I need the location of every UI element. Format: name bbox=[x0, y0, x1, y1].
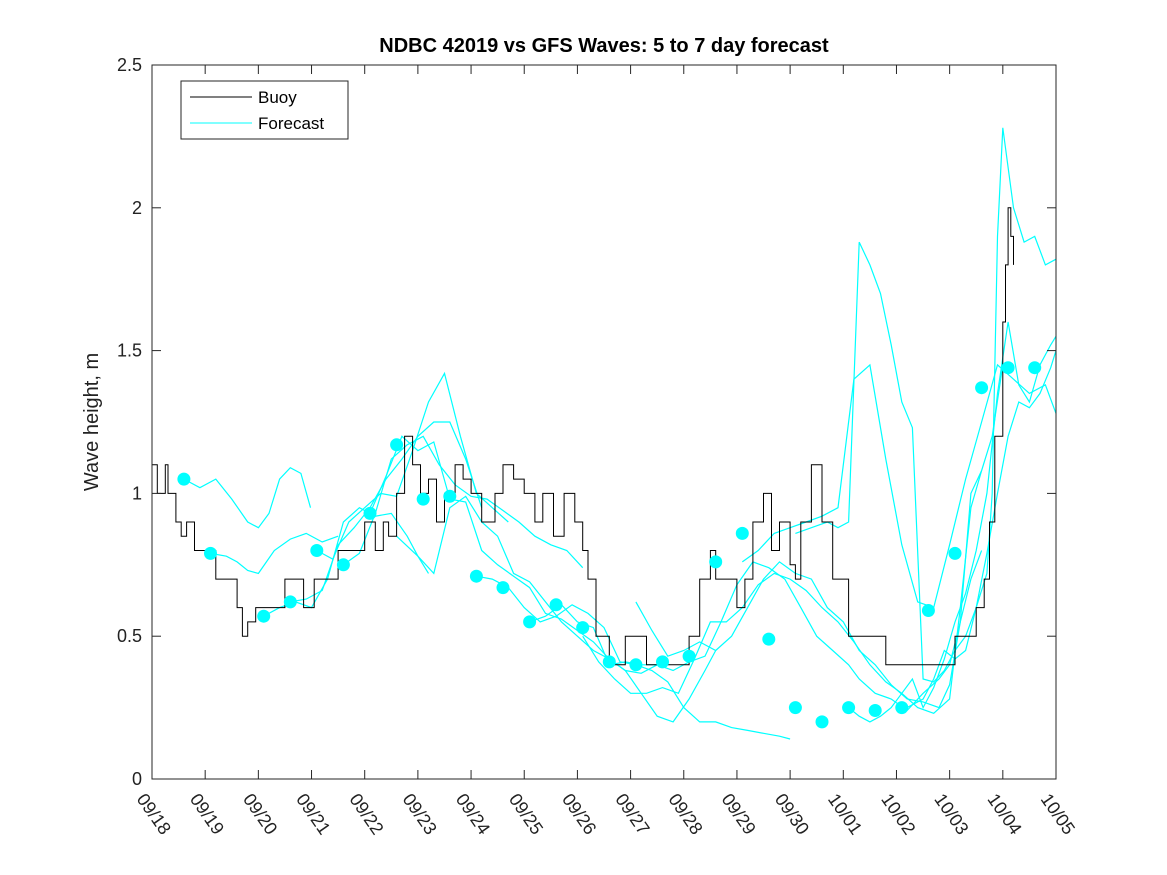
forecast-line-14 bbox=[795, 127, 1057, 683]
x-tick-label: 09/18 bbox=[133, 790, 175, 838]
forecast-marker bbox=[629, 658, 643, 672]
forecast-marker bbox=[709, 555, 723, 569]
series-layer bbox=[152, 127, 1057, 740]
x-tick-label: 09/20 bbox=[239, 790, 281, 838]
plot-background bbox=[152, 65, 1056, 779]
forecast-marker bbox=[204, 546, 217, 560]
forecast-marker bbox=[975, 381, 989, 395]
x-tick-label: 10/05 bbox=[1037, 790, 1079, 838]
forecast-line-16 bbox=[901, 350, 1057, 712]
forecast-marker bbox=[842, 701, 856, 715]
x-tick-label: 09/28 bbox=[665, 790, 707, 838]
forecast-marker bbox=[656, 655, 669, 669]
forecast-line-6 bbox=[343, 435, 584, 569]
x-tick-label: 09/22 bbox=[345, 790, 387, 838]
y-tick-label: 1 bbox=[132, 483, 142, 503]
forecast-marker bbox=[523, 615, 537, 629]
forecast-marker bbox=[336, 558, 350, 572]
forecast-line-2 bbox=[210, 532, 339, 575]
forecast-marker bbox=[469, 569, 483, 583]
forecast-marker bbox=[788, 701, 802, 715]
x-tick-label: 09/30 bbox=[771, 790, 813, 838]
legend: Buoy Forecast bbox=[180, 80, 349, 140]
forecast-marker bbox=[576, 621, 590, 635]
forecast-line-13 bbox=[741, 363, 1057, 609]
forecast-marker bbox=[1001, 361, 1015, 375]
x-tick-label: 10/01 bbox=[824, 790, 866, 838]
y-tick-label: 0 bbox=[132, 769, 142, 789]
forecast-marker bbox=[735, 526, 749, 540]
forecast-marker bbox=[177, 472, 191, 486]
forecast-marker bbox=[549, 598, 563, 612]
marker-layer bbox=[177, 361, 1042, 729]
forecast-marker bbox=[868, 704, 882, 717]
y-axis-label: Wave height, m bbox=[81, 353, 103, 491]
forecast-line-12 bbox=[635, 364, 1004, 709]
forecast-marker bbox=[363, 506, 377, 520]
x-tick-label: 10/04 bbox=[984, 790, 1026, 838]
x-tick-label: 09/27 bbox=[611, 790, 653, 838]
legend-buoy-label: Buoy bbox=[258, 88, 297, 107]
legend-box bbox=[180, 80, 349, 140]
forecast-line-8 bbox=[396, 495, 717, 723]
y-tick-label: 2.5 bbox=[117, 55, 142, 75]
forecast-marker bbox=[921, 604, 935, 617]
x-tick-label: 09/24 bbox=[452, 790, 494, 838]
forecast-marker bbox=[815, 715, 829, 729]
forecast-marker bbox=[257, 609, 271, 623]
forecast-marker bbox=[948, 546, 962, 560]
x-tick-label: 09/29 bbox=[718, 790, 760, 838]
y-tick-label: 0.5 bbox=[117, 626, 142, 646]
x-tick-label: 09/23 bbox=[399, 790, 441, 838]
forecast-line-1 bbox=[183, 466, 312, 529]
forecast-marker bbox=[390, 438, 404, 452]
buoy-line bbox=[152, 207, 1014, 666]
forecast-line-15 bbox=[848, 321, 1057, 723]
x-tick-label: 10/02 bbox=[877, 790, 919, 838]
forecast-marker bbox=[443, 489, 457, 503]
legend-forecast-label: Forecast bbox=[258, 114, 324, 133]
forecast-marker bbox=[496, 581, 510, 595]
y-tick-label: 1.5 bbox=[117, 341, 142, 361]
forecast-marker bbox=[602, 655, 616, 669]
x-tick-label: 09/26 bbox=[558, 790, 600, 838]
forecast-marker bbox=[682, 649, 696, 663]
y-tick-label: 2 bbox=[132, 198, 142, 218]
x-tick-label: 09/25 bbox=[505, 790, 547, 838]
forecast-marker bbox=[895, 701, 909, 715]
chart-title: NDBC 42019 vs GFS Waves: 5 to 7 day fore… bbox=[379, 35, 829, 57]
x-tick-label: 09/19 bbox=[186, 790, 228, 838]
forecast-marker bbox=[310, 544, 324, 557]
forecast-marker bbox=[283, 595, 297, 609]
axes-box bbox=[151, 64, 1057, 780]
forecast-marker bbox=[1028, 361, 1042, 375]
forecast-marker bbox=[762, 632, 776, 646]
x-tick-label: 09/21 bbox=[292, 790, 334, 838]
x-tick-label: 10/03 bbox=[930, 790, 972, 838]
forecast-marker bbox=[416, 492, 430, 506]
forecast-line-11 bbox=[582, 470, 983, 714]
